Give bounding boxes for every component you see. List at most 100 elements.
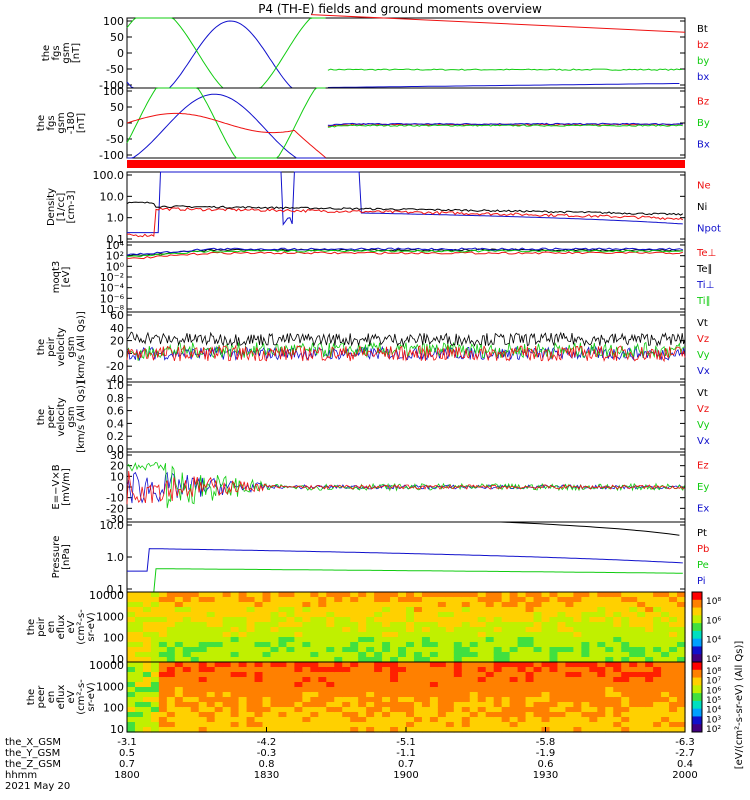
spectrogram-cell: [621, 627, 630, 633]
spectrogram-cell: [445, 637, 455, 643]
spectrogram-cell: [605, 707, 614, 713]
spectrogram-cell: [278, 652, 288, 658]
spectrogram-cell: [597, 697, 606, 703]
spectrogram-cell: [533, 692, 543, 698]
spectrogram-cell: [246, 667, 256, 673]
spectrogram-cell: [613, 662, 622, 668]
spectrogram-cell: [573, 682, 582, 688]
spectrogram-cell: [493, 677, 503, 683]
spectrogram-cell: [525, 712, 535, 718]
spectrogram-cell: [366, 682, 375, 688]
spectrogram-cell: [485, 647, 495, 653]
spectrogram-cell: [310, 707, 319, 713]
spectrogram-cell: [190, 697, 200, 703]
spectrogram-cell: [413, 717, 423, 723]
y-tick-label: -40: [106, 373, 124, 386]
spectrogram-cell: [677, 717, 686, 723]
spectrogram-cell: [669, 652, 678, 658]
spectrogram-cell: [589, 687, 598, 693]
spectrogram-cell: [254, 707, 264, 713]
colorbar-segment: [692, 716, 702, 725]
spectrogram-cell: [262, 597, 272, 603]
spectrogram-cell: [142, 652, 152, 658]
spectrogram-cell: [605, 632, 614, 638]
spectrogram-cell: [142, 607, 152, 613]
spectrogram-cell: [421, 687, 431, 693]
spectrogram-cell: [206, 612, 216, 618]
spectrogram-cell: [390, 612, 399, 618]
spectrogram-cell: [493, 707, 503, 713]
legend-Vy: Vy: [697, 420, 710, 431]
spectrogram-cell: [501, 602, 511, 608]
spectrogram-cell: [294, 652, 303, 658]
spectrogram-cell: [573, 602, 582, 608]
spectrogram-cell: [390, 707, 399, 713]
spectrogram-cell: [302, 652, 311, 658]
spectrogram-cell: [278, 597, 288, 603]
spectrogram-cell: [214, 647, 224, 653]
spectrogram-cell: [262, 667, 272, 673]
spectrogram-cell: [198, 667, 208, 673]
spectrogram-cell: [310, 652, 319, 658]
spectrogram-cell: [565, 652, 574, 658]
spectrogram-cell: [374, 667, 383, 673]
spectrogram-cell: [565, 687, 574, 693]
spectrogram-cell: [390, 727, 399, 733]
spectrogram-cell: [437, 607, 447, 613]
spectrogram-cell: [453, 697, 463, 703]
spectrogram-cell: [254, 637, 264, 643]
spectrogram-cell: [374, 717, 383, 723]
spectrogram-cell: [629, 652, 638, 658]
spectrogram-cell: [613, 602, 622, 608]
spectrogram-cell: [230, 607, 240, 613]
spectrogram-cell: [398, 677, 407, 683]
spectrogram-cell: [206, 712, 216, 718]
x-row-value: -3.1: [117, 737, 137, 748]
spectrogram-cell: [190, 612, 200, 618]
spectrogram-cell: [406, 677, 415, 683]
spectrogram-cell: [278, 702, 288, 708]
spectrogram-cell: [677, 637, 686, 643]
spectrogram-cell: [661, 602, 670, 608]
spectrogram-cell: [549, 652, 559, 658]
spectrogram-cell: [254, 652, 264, 658]
spectrogram-cell: [629, 722, 638, 728]
spectrogram-cell: [565, 592, 574, 598]
spectrogram-cell: [677, 597, 686, 603]
spectrogram-cell: [549, 632, 559, 638]
spectrogram-cell: [629, 662, 638, 668]
spectrogram-cell: [661, 607, 670, 613]
spectrogram-cell: [525, 602, 535, 608]
spectrogram-cell: [413, 667, 423, 673]
spectrogram-cell: [374, 592, 383, 598]
spectrogram-cell: [437, 652, 447, 658]
spectrogram-cell: [653, 617, 662, 623]
spectrogram-cell: [174, 722, 184, 728]
spectrogram-cell: [318, 612, 327, 618]
spectrogram-cell: [421, 702, 431, 708]
legend-bx: bx: [697, 72, 709, 83]
spectrogram-cell: [501, 677, 511, 683]
spectrogram-cell: [382, 637, 391, 643]
spectrogram-cell: [533, 632, 543, 638]
spectrogram-cell: [453, 667, 463, 673]
x-row-value: 2000: [672, 770, 697, 781]
spectrogram-cell: [334, 612, 343, 618]
spectrogram-cell: [398, 662, 407, 668]
spectrogram-cell: [278, 627, 288, 633]
spectrogram-cell: [461, 622, 471, 628]
spectrogram-cell: [613, 622, 622, 628]
spectrogram-cell: [549, 597, 559, 603]
spectrogram-cell: [150, 702, 160, 708]
spectrogram-cell: [517, 642, 527, 648]
spectrogram-cell: [350, 657, 359, 663]
spectrogram-cell: [501, 617, 511, 623]
spectrogram-cell: [310, 637, 319, 643]
spectrogram-cell: [142, 717, 152, 723]
spectrogram-cell: [342, 637, 351, 643]
spectrogram-cell: [190, 597, 200, 603]
spectrogram-cell: [589, 627, 598, 633]
spectrogram-cell: [437, 687, 447, 693]
y-tick-label: -100: [99, 79, 124, 92]
spectrogram-cell: [485, 622, 495, 628]
